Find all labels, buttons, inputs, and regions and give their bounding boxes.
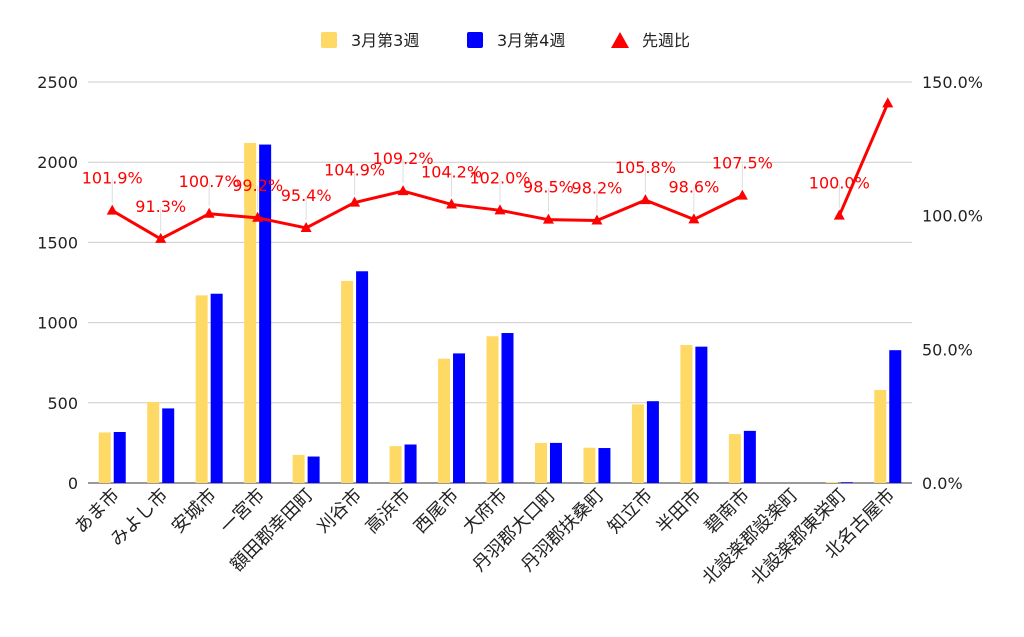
legend-swatch: [467, 32, 483, 48]
bar: [646, 401, 659, 483]
ratio-point-marker: [300, 221, 312, 232]
data-label: 102.0%: [469, 168, 530, 187]
right-tick-label: 100.0%: [922, 207, 983, 226]
bar: [889, 350, 902, 483]
bar: [453, 353, 466, 483]
legend-label: 先週比: [642, 31, 690, 50]
bar: [259, 144, 272, 483]
ratio-line-segment: [837, 102, 890, 217]
right-tick-label: 0.0%: [922, 474, 963, 493]
data-label: 104.2%: [421, 162, 482, 181]
bar: [98, 432, 111, 483]
legend: 3月第3週 3月第4週 先週比: [321, 31, 690, 50]
ratio-line-segment: [111, 189, 744, 241]
bar: [244, 142, 257, 483]
gridlines: [88, 81, 912, 484]
left-tick-label: 500: [47, 394, 78, 413]
ratio-point-marker: [736, 189, 748, 200]
x-tick-label: 刈谷市: [313, 485, 366, 538]
bar: [162, 408, 175, 483]
legend-swatch: [321, 32, 337, 48]
bar: [389, 446, 402, 483]
x-axis: あま市みよし市安城市一宮市額田郡幸田町刈谷市高浜市西尾市大府市丹羽郡大口町丹羽郡…: [71, 485, 900, 589]
bar: [113, 431, 126, 483]
ratio-point-marker: [106, 204, 118, 215]
bar: [195, 295, 208, 483]
bar: [486, 336, 499, 483]
data-label: 95.4%: [281, 186, 332, 205]
bar: [341, 280, 354, 483]
bar: [874, 389, 887, 483]
ratio-point-marker: [542, 213, 554, 224]
bar: [356, 271, 369, 483]
bar: [404, 444, 417, 483]
ratio-point-marker: [397, 185, 409, 196]
left-tick-label: 2000: [37, 153, 78, 172]
bar: [598, 448, 611, 483]
bar: [292, 454, 305, 483]
legend-label: 3月第3週: [351, 31, 419, 50]
bar: [438, 358, 451, 483]
bar: [825, 482, 838, 483]
right-tick-label: 150.0%: [922, 73, 983, 92]
left-y-axis: 0 500 1000 1500 2000 2500: [37, 73, 78, 493]
bar: [680, 345, 693, 483]
data-label: 98.2%: [572, 178, 623, 197]
legend-label: 3月第4週: [497, 31, 565, 50]
data-label: 101.9%: [82, 169, 143, 188]
bar: [501, 333, 514, 483]
bar: [728, 434, 741, 483]
right-y-axis: 0.0% 50.0% 100.0% 150.0%: [922, 73, 983, 493]
ratio-point-marker: [882, 97, 894, 108]
ratio-line: [106, 97, 894, 243]
bar: [147, 401, 160, 483]
bar: [840, 482, 853, 483]
bars: [98, 142, 902, 483]
data-label: 100.0%: [809, 174, 870, 193]
legend-swatch: [611, 32, 629, 48]
x-tick-label: 西尾市: [410, 485, 463, 538]
left-tick-label: 2500: [37, 73, 78, 92]
data-label: 100.7%: [179, 172, 240, 191]
ratio-point-marker: [349, 196, 361, 207]
x-tick-label: 安城市: [168, 485, 221, 538]
bar: [534, 442, 547, 483]
data-label: 109.2%: [373, 149, 434, 168]
bar: [307, 456, 320, 483]
data-label: 104.9%: [324, 161, 385, 180]
x-tick-label: 半田市: [652, 485, 705, 538]
data-label: 98.6%: [668, 177, 719, 196]
ratio-point-marker: [591, 214, 603, 225]
ratio-point-marker: [252, 211, 264, 222]
ratio-point-marker: [639, 194, 651, 205]
left-tick-label: 0: [68, 474, 78, 493]
bar: [549, 442, 562, 483]
ratio-point-marker: [494, 204, 506, 215]
bar: [210, 293, 223, 483]
data-label: 99.2%: [232, 176, 283, 195]
ratio-point-marker: [833, 209, 845, 220]
data-label: 107.5%: [712, 154, 773, 173]
x-tick-label: 高浜市: [362, 485, 415, 538]
ratio-point-marker: [155, 232, 167, 243]
data-labels: 101.9%91.3%100.7%99.2%95.4%104.9%109.2%1…: [82, 149, 870, 231]
bar: [583, 447, 596, 483]
ratio-point-marker: [688, 213, 700, 224]
data-label: 91.3%: [135, 197, 186, 216]
left-tick-label: 1500: [37, 233, 78, 252]
left-tick-label: 1000: [37, 314, 78, 333]
bar: [743, 430, 756, 483]
bar: [695, 346, 708, 483]
right-tick-label: 50.0%: [922, 340, 973, 359]
x-tick-label: 知立市: [604, 485, 657, 538]
ratio-point-marker: [203, 207, 215, 218]
bar: [631, 404, 644, 483]
data-label: 98.5%: [523, 178, 574, 197]
data-label: 105.8%: [615, 158, 676, 177]
ratio-point-marker: [446, 198, 458, 209]
